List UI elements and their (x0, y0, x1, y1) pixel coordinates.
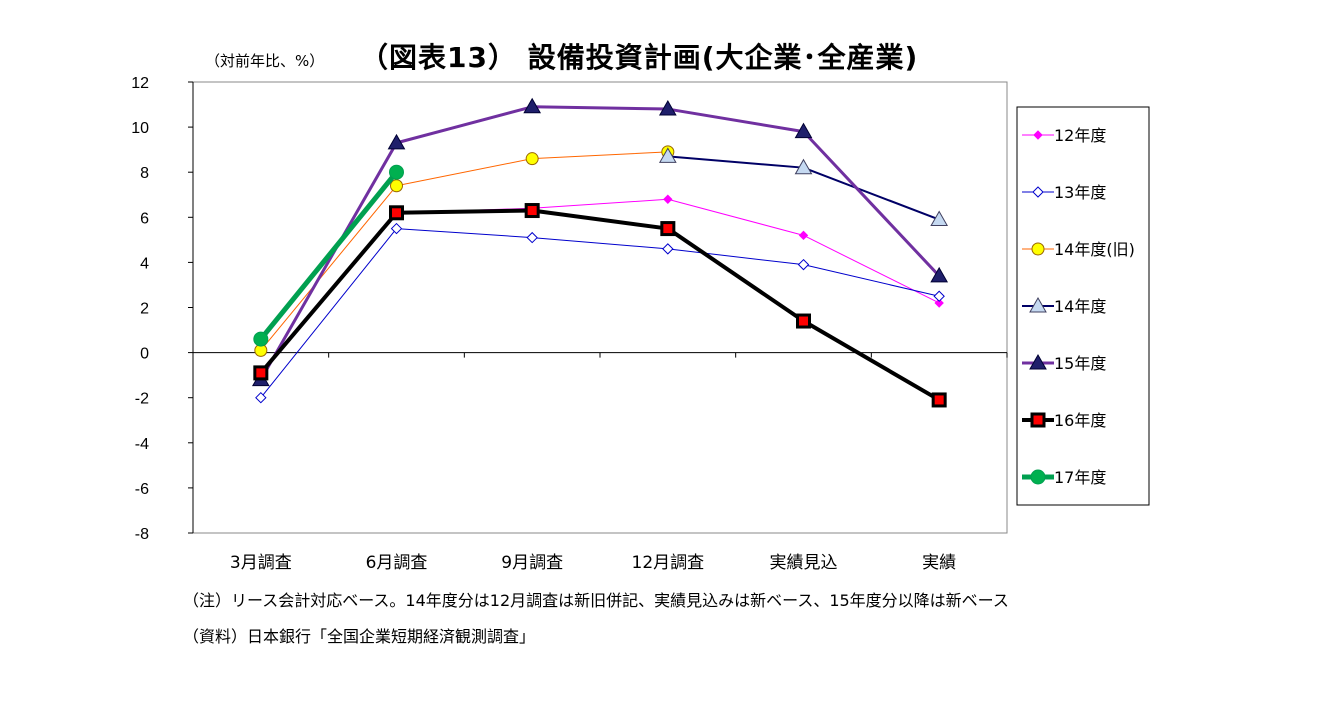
legend-marker (1031, 242, 1045, 256)
x-tick-label: 3月調査 (230, 553, 292, 573)
series-0-point (934, 298, 944, 308)
series-5-point (796, 313, 811, 329)
series-4-line (259, 105, 941, 381)
series-3-point (794, 158, 813, 175)
y-tick-label: 4 (140, 255, 149, 272)
series-1-point (662, 243, 674, 255)
footnote: （注）リース会計対応ベース。14年度分は12月調査は新旧併記、実績見込みは新ベー… (183, 591, 1009, 610)
series-4-point (658, 100, 677, 116)
series-5-point (389, 205, 404, 221)
legend-marker (1033, 130, 1043, 140)
y-tick-label: -4 (135, 436, 149, 453)
series-3-point (930, 210, 949, 227)
y-tick-label: 6 (140, 210, 149, 227)
series-0-point (798, 230, 809, 241)
legend-marker (1029, 296, 1047, 313)
plot-area (192, 81, 1008, 534)
series-0-point (663, 194, 673, 204)
legend-label: 14年度 (1054, 297, 1106, 316)
x-tick-label: 実績 (922, 553, 956, 573)
series-4-point (523, 97, 542, 114)
y-tick-label: -8 (135, 526, 149, 543)
series-6-line (258, 170, 399, 341)
series-1-line (260, 228, 940, 399)
unit-label: （対前年比、%） (205, 52, 325, 70)
x-tick-label: 12月調査 (632, 553, 705, 573)
series-5-line (259, 208, 941, 402)
legend-marker (1030, 412, 1046, 428)
series-2-point (525, 152, 539, 166)
series-6-point (389, 164, 404, 180)
y-tick-label: 0 (140, 346, 149, 363)
y-tick-label: 2 (140, 301, 149, 318)
series-3-point (658, 147, 677, 163)
series-1-point (526, 231, 538, 244)
series-4-point (794, 122, 813, 139)
series-1-point (933, 290, 945, 302)
legend-label: 16年度 (1054, 411, 1106, 430)
source-note: （資料）日本銀行「全国企業短期経済観測調査」 (183, 627, 536, 646)
y-tick-label: 8 (140, 165, 149, 182)
y-tick-label: -6 (135, 481, 149, 498)
series-2-point (390, 179, 403, 193)
series-1-point (255, 391, 267, 404)
y-tick-label: 10 (131, 120, 149, 137)
series-1-point (390, 222, 403, 235)
x-tick-label: 実績見込 (770, 553, 838, 573)
y-tick-label: 12 (131, 75, 149, 92)
legend-label: 12年度 (1054, 126, 1106, 145)
legend-label: 14年度(旧) (1054, 240, 1135, 259)
series-5-point (524, 203, 540, 219)
legend-label: 13年度 (1054, 183, 1106, 202)
series-4-point (387, 133, 406, 150)
legend-label: 17年度 (1054, 468, 1106, 487)
series-5-point (253, 365, 269, 381)
series-6-point (253, 331, 269, 347)
legend-marker (1030, 469, 1046, 485)
y-tick-label: -2 (135, 391, 149, 408)
series-4-point (930, 266, 949, 283)
legend-marker (1029, 353, 1047, 370)
x-tick-label: 6月調査 (366, 553, 428, 573)
series-5-point (660, 221, 676, 237)
legend-label: 15年度 (1054, 354, 1106, 373)
series-1-point (797, 258, 810, 271)
series-5-point (931, 392, 947, 408)
chart-title: （図表13） 設備投資計画(大企業･全産業) (360, 41, 919, 74)
series-2-line (260, 151, 668, 351)
x-tick-label: 9月調査 (501, 553, 563, 573)
legend-marker (1032, 186, 1044, 198)
